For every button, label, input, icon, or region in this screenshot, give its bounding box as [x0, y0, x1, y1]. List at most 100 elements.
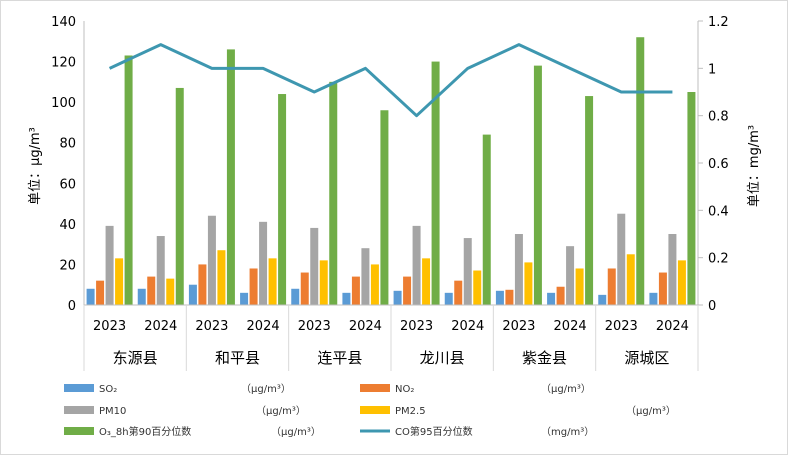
bar-pm10 [259, 221, 268, 305]
bar-so [86, 288, 95, 305]
x-year-label: 2023 [502, 319, 535, 334]
legend-label: O₃_8h第90百分位数 [99, 425, 191, 438]
bar-o8h90 [482, 134, 491, 305]
y2-tick-label: 0.2 [708, 252, 729, 267]
bar-no [607, 268, 616, 305]
bar-o8h90 [226, 49, 235, 306]
legend-swatch [360, 406, 390, 414]
bar-so [649, 292, 658, 305]
y2-tick-label: 0.4 [708, 204, 729, 219]
bar-no [96, 280, 105, 305]
bar-so [495, 290, 504, 305]
bar-so [137, 288, 146, 305]
bar-pm25 [115, 258, 124, 305]
bar-pm25 [319, 260, 328, 305]
bar-so [393, 290, 402, 305]
bar-pm10 [105, 225, 114, 305]
bar-pm25 [575, 268, 584, 305]
x-group-label: 东源县 [113, 349, 158, 367]
y2-tick-label: 0 [708, 299, 716, 314]
bar-pm10 [668, 234, 677, 305]
y2-tick-label: 0.8 [708, 110, 729, 125]
bar-pm10 [207, 215, 216, 305]
bar-pm25 [370, 264, 379, 305]
x-year-label: 2023 [605, 319, 638, 334]
y-axis-title: 单位：μg/m³ [28, 127, 43, 205]
y-tick-label: 80 [59, 137, 76, 152]
legend-label: PM10 [99, 406, 126, 417]
bar-no [249, 268, 258, 305]
bar-so [444, 292, 453, 305]
x-group-label: 连平县 [317, 349, 362, 367]
bar-o8h90 [175, 87, 184, 305]
bar-no [300, 272, 309, 305]
bar-so [240, 292, 249, 305]
bar-pm10 [310, 227, 319, 305]
bar-no [403, 276, 412, 305]
y2-axis-title: 单位：mg/m³ [747, 125, 762, 207]
bar-pm10 [463, 238, 472, 305]
legend-unit: （μg/m³） [256, 405, 306, 417]
x-year-label: 2023 [400, 319, 433, 334]
legend-swatch [64, 427, 94, 435]
y2-tick-label: 1.2 [708, 15, 729, 30]
bar-no [556, 286, 565, 305]
x-group-label: 和平县 [215, 349, 260, 367]
x-year-label: 2024 [554, 319, 587, 334]
bar-so [291, 288, 300, 305]
bar-pm25 [268, 258, 277, 305]
legend-swatch [64, 384, 94, 392]
bar-pm25 [626, 254, 635, 305]
bar-o8h90 [278, 94, 287, 306]
x-year-label: 2024 [349, 319, 382, 334]
x-year-label: 2024 [144, 319, 177, 334]
legend-unit: （μg/m³） [626, 405, 676, 417]
y2-tick-label: 1 [708, 62, 716, 77]
bar-pm25 [473, 270, 482, 305]
bar-pm25 [217, 250, 226, 305]
y-tick-label: 100 [51, 96, 76, 111]
x-year-label: 2024 [247, 319, 280, 334]
bar-o8h90 [636, 37, 645, 305]
bar-o8h90 [533, 65, 542, 305]
bar-pm25 [422, 258, 431, 305]
bar-no [351, 276, 360, 305]
bar-pm25 [166, 278, 175, 305]
legend-label: PM2.5 [395, 406, 426, 417]
bar-pm10 [156, 236, 165, 305]
y-tick-label: 0 [68, 299, 76, 314]
legend-label: NO₂ [395, 384, 414, 395]
bar-pm10 [361, 248, 370, 305]
bar-no [198, 264, 207, 305]
x-group-label: 龙川县 [420, 349, 465, 367]
legend-label: SO₂ [99, 384, 117, 395]
bar-o8h90 [585, 96, 594, 305]
y-tick-label: 120 [51, 56, 76, 71]
y2-tick-label: 0.6 [708, 157, 729, 172]
bar-o8h90 [329, 81, 338, 305]
bar-o8h90 [431, 61, 440, 306]
legend-unit: （mg/m³） [541, 426, 594, 438]
legend-swatch [64, 406, 94, 414]
bar-pm10 [566, 246, 575, 305]
x-year-label: 2023 [298, 319, 331, 334]
co-line [108, 43, 673, 118]
x-group-label: 源城区 [624, 349, 669, 367]
bar-no [454, 280, 463, 305]
bar-pm25 [677, 260, 686, 305]
bar-so [598, 294, 607, 305]
bar-so [188, 284, 197, 305]
legend-unit: （μg/m³） [271, 426, 321, 438]
x-group-label: 紫金县 [522, 349, 567, 367]
y-tick-label: 60 [59, 177, 76, 192]
legend-label: CO第95百分位数 [395, 425, 473, 438]
bar-no [505, 289, 514, 305]
x-year-label: 2023 [195, 319, 228, 334]
bar-so [342, 292, 351, 305]
bar-o8h90 [124, 55, 133, 305]
legend-unit: （μg/m³） [541, 383, 591, 395]
x-year-label: 2024 [656, 319, 689, 334]
bar-pm10 [617, 213, 626, 305]
